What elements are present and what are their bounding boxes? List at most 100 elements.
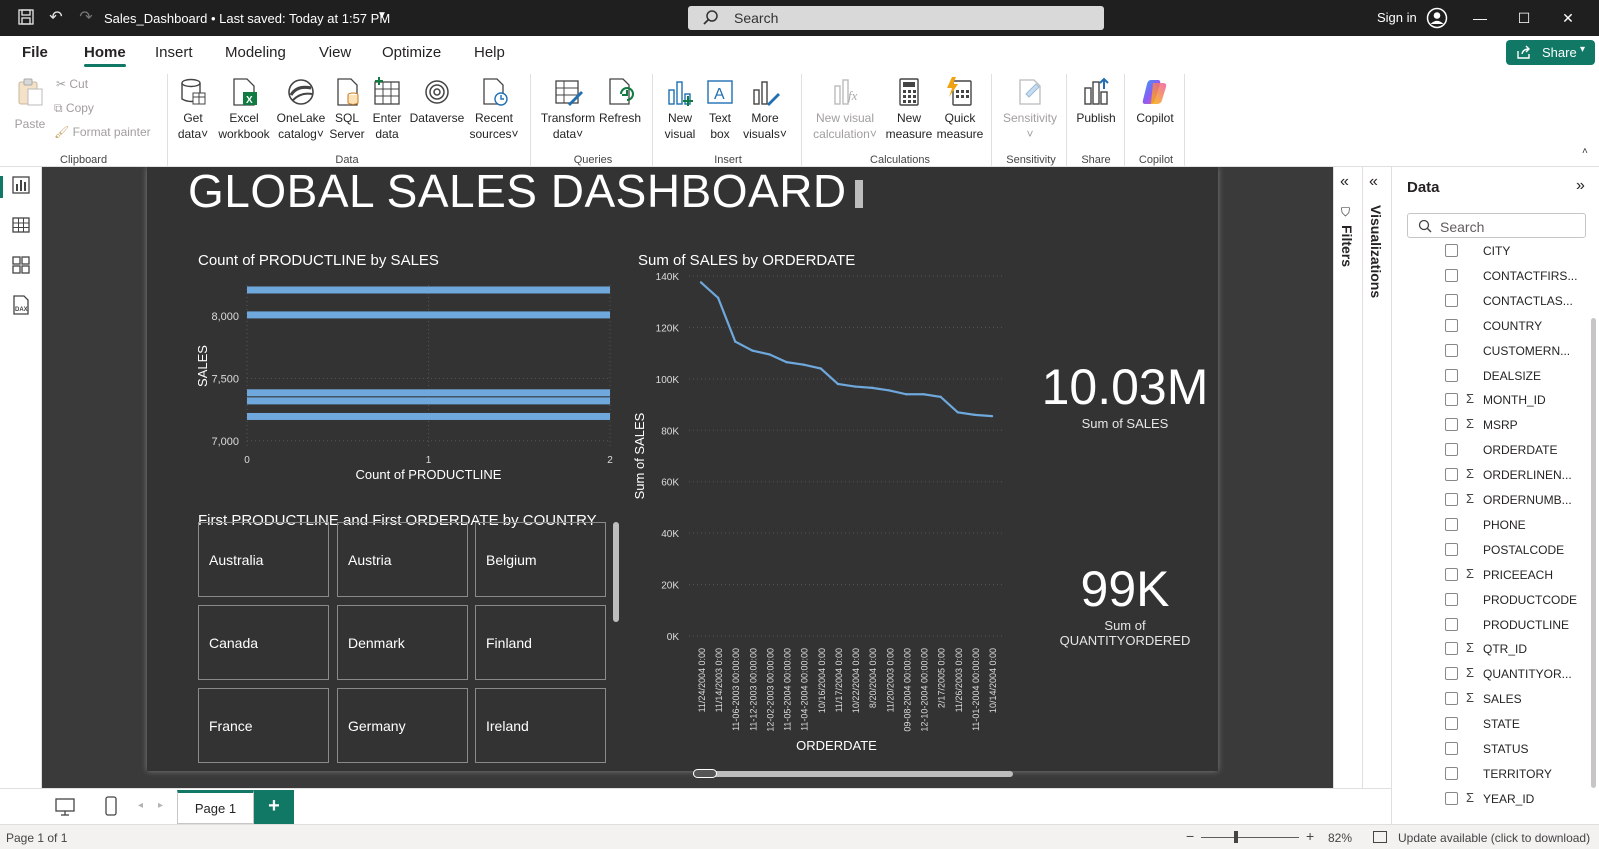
- quick-measure-button[interactable]: Quick measure: [935, 76, 985, 142]
- field-item[interactable]: Σ PRICEEACH: [1445, 566, 1575, 584]
- field-item[interactable]: CONTACTLAS...: [1445, 292, 1575, 310]
- field-item[interactable]: COUNTRY: [1445, 317, 1575, 335]
- add-page-button[interactable]: +: [254, 790, 294, 824]
- sales-by-productline-bar-chart[interactable]: 7,000 7,500 8,000 0 1 2 Count of PRODUCTLINE SA…: [195, 275, 630, 495]
- country-card[interactable]: Belgium: [475, 522, 606, 597]
- zoom-slider-thumb[interactable]: [1234, 831, 1239, 843]
- field-checkbox[interactable]: [1445, 244, 1458, 257]
- next-page-icon[interactable]: ▸: [158, 800, 164, 811]
- previous-page-icon[interactable]: ◂: [138, 800, 144, 811]
- undo-icon[interactable]: ↶: [49, 9, 63, 26]
- format-painter-button[interactable]: 🖌 Format painter: [54, 125, 151, 139]
- field-item[interactable]: CITY: [1445, 242, 1575, 260]
- sign-in-link[interactable]: Sign in: [1377, 10, 1417, 25]
- field-checkbox[interactable]: [1445, 692, 1458, 706]
- onelake-catalog-button[interactable]: OneLake catalog˅: [275, 76, 327, 142]
- copilot-button[interactable]: Copilot: [1131, 76, 1179, 126]
- mobile-layout-icon[interactable]: [104, 795, 118, 817]
- data-search-input[interactable]: Search: [1407, 213, 1586, 238]
- tab-view[interactable]: View: [319, 44, 352, 61]
- field-checkbox[interactable]: [1445, 443, 1458, 457]
- sales-by-orderdate-line-chart[interactable]: 0K 20K 40K 60K 80K 100K 120K 140K 11/24/2004 0:0…: [634, 270, 1024, 770]
- tab-home[interactable]: Home: [84, 44, 126, 67]
- field-item[interactable]: Σ SALES: [1445, 690, 1575, 708]
- field-checkbox[interactable]: [1445, 766, 1458, 780]
- zoom-slider-track[interactable]: [1201, 837, 1299, 838]
- tab-help[interactable]: Help: [474, 44, 505, 61]
- field-checkbox[interactable]: [1445, 742, 1458, 755]
- tab-file[interactable]: File: [22, 44, 48, 61]
- field-checkbox[interactable]: [1445, 468, 1458, 482]
- field-checkbox[interactable]: [1445, 717, 1458, 731]
- field-item[interactable]: DEALSIZE: [1445, 367, 1575, 385]
- field-item[interactable]: POSTALCODE: [1445, 541, 1575, 559]
- new-visual-button[interactable]: New visual: [660, 76, 700, 142]
- sensitivity-button[interactable]: Sensitivity ˅: [998, 76, 1062, 142]
- field-checkbox[interactable]: [1445, 318, 1458, 332]
- dax-query-view-icon[interactable]: DAX: [10, 294, 32, 316]
- more-visuals-button[interactable]: More visuals˅: [741, 76, 789, 142]
- cut-button[interactable]: ✂ Cut: [56, 77, 88, 91]
- field-item[interactable]: PRODUCTCODE: [1445, 591, 1577, 609]
- table-view-icon[interactable]: [10, 214, 32, 236]
- zoom-out-button[interactable]: −: [1186, 828, 1195, 844]
- field-item[interactable]: Σ ORDERLINEN...: [1445, 466, 1575, 484]
- field-item[interactable]: STATE: [1445, 715, 1575, 733]
- field-checkbox[interactable]: [1445, 393, 1458, 407]
- field-checkbox[interactable]: [1445, 293, 1458, 307]
- field-item[interactable]: CONTACTFIRS...: [1445, 267, 1577, 285]
- recent-sources-button[interactable]: Recent sources˅: [467, 76, 521, 142]
- collapse-chevron-icon[interactable]: »: [1576, 177, 1585, 194]
- tab-insert[interactable]: Insert: [155, 44, 193, 61]
- new-visual-calculation-button[interactable]: fx New visual calculation˅: [810, 76, 880, 142]
- field-item[interactable]: CUSTOMERN...: [1445, 342, 1575, 360]
- field-checkbox[interactable]: [1445, 268, 1458, 282]
- country-visual-title[interactable]: First PRODUCTLINE and First ORDERDATE by…: [198, 512, 597, 529]
- field-item[interactable]: Σ QTR_ID: [1445, 640, 1575, 658]
- country-grid-scrollbar[interactable]: [613, 522, 619, 622]
- field-item[interactable]: PHONE: [1445, 516, 1575, 534]
- field-checkbox[interactable]: [1445, 493, 1458, 506]
- field-checkbox[interactable]: [1445, 592, 1458, 606]
- country-card[interactable]: Denmark: [337, 605, 468, 680]
- country-card[interactable]: Austria: [337, 522, 468, 597]
- filters-pane[interactable]: « ⛉ Filters: [1333, 167, 1361, 788]
- publish-button[interactable]: Publish: [1073, 76, 1119, 126]
- field-item[interactable]: Σ YEAR_ID: [1445, 790, 1575, 808]
- field-item[interactable]: Σ MSRP: [1445, 416, 1575, 434]
- country-card[interactable]: Ireland: [475, 688, 606, 763]
- collapse-ribbon-icon[interactable]: ˄: [1582, 146, 1588, 157]
- sum-quantity-card[interactable]: 99K Sum of QUANTITYORDERED: [1050, 560, 1200, 648]
- field-checkbox[interactable]: [1445, 542, 1458, 556]
- field-checkbox[interactable]: [1445, 617, 1458, 631]
- line-chart-scroll-thumb[interactable]: [693, 769, 717, 778]
- sum-sales-card[interactable]: 10.03M Sum of SALES: [1030, 358, 1220, 431]
- field-checkbox[interactable]: [1445, 517, 1458, 531]
- country-card[interactable]: France: [198, 688, 329, 763]
- field-checkbox[interactable]: [1445, 418, 1458, 432]
- close-icon[interactable]: ✕: [1562, 10, 1574, 26]
- model-view-icon[interactable]: [10, 254, 32, 276]
- expand-chevron-icon[interactable]: «: [1340, 173, 1349, 190]
- field-item[interactable]: ORDERDATE: [1445, 441, 1575, 459]
- report-view-icon[interactable]: [10, 174, 32, 196]
- desktop-layout-icon[interactable]: [54, 797, 76, 817]
- field-checkbox[interactable]: [1445, 667, 1458, 681]
- get-data-button[interactable]: Get data˅: [173, 76, 213, 142]
- save-icon[interactable]: [16, 8, 36, 28]
- field-item[interactable]: STATUS: [1445, 740, 1575, 758]
- dataverse-button[interactable]: Dataverse: [409, 76, 465, 126]
- bar-chart-title[interactable]: Count of PRODUCTLINE by SALES: [198, 252, 439, 269]
- tab-modeling[interactable]: Modeling: [225, 44, 286, 61]
- country-card[interactable]: Canada: [198, 605, 329, 680]
- country-card[interactable]: Australia: [198, 522, 329, 597]
- field-checkbox[interactable]: [1445, 791, 1458, 805]
- field-checkbox[interactable]: [1445, 567, 1458, 581]
- field-checkbox[interactable]: [1445, 368, 1458, 382]
- account-icon[interactable]: [1426, 7, 1448, 29]
- text-box-button[interactable]: A Text box: [702, 76, 738, 142]
- document-title[interactable]: Sales_Dashboard • Last saved: Today at 1…: [104, 11, 391, 26]
- minimize-icon[interactable]: —: [1473, 10, 1487, 26]
- field-item[interactable]: Σ QUANTITYOR...: [1445, 665, 1575, 683]
- visualizations-pane[interactable]: « Visualizations: [1362, 167, 1390, 788]
